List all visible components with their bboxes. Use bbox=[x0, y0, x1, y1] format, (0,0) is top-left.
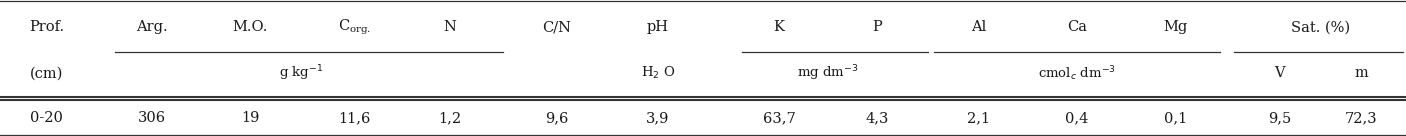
Text: 4,3: 4,3 bbox=[866, 111, 889, 125]
Text: H$_2$ O: H$_2$ O bbox=[641, 65, 675, 81]
Text: N: N bbox=[443, 20, 457, 34]
Text: K: K bbox=[773, 20, 785, 34]
Text: 63,7: 63,7 bbox=[762, 111, 796, 125]
Text: m: m bbox=[1354, 67, 1368, 80]
Text: Al: Al bbox=[972, 20, 986, 34]
Text: 72,3: 72,3 bbox=[1344, 111, 1378, 125]
Text: 11,6: 11,6 bbox=[337, 111, 371, 125]
Text: 0,4: 0,4 bbox=[1066, 111, 1088, 125]
Text: Sat. (%): Sat. (%) bbox=[1291, 20, 1350, 34]
Text: Ca: Ca bbox=[1067, 20, 1087, 34]
Text: Prof.: Prof. bbox=[30, 20, 63, 34]
Text: 3,9: 3,9 bbox=[647, 111, 669, 125]
Text: 0,1: 0,1 bbox=[1164, 111, 1187, 125]
Text: cmol$_c$ dm$^{-3}$: cmol$_c$ dm$^{-3}$ bbox=[1038, 64, 1116, 83]
Text: 306: 306 bbox=[138, 111, 166, 125]
Text: 1,2: 1,2 bbox=[439, 111, 461, 125]
Text: Mg: Mg bbox=[1163, 20, 1188, 34]
Text: M.O.: M.O. bbox=[232, 20, 269, 34]
Text: V: V bbox=[1274, 67, 1285, 80]
Text: 19: 19 bbox=[240, 111, 260, 125]
Text: mg dm$^{-3}$: mg dm$^{-3}$ bbox=[797, 64, 859, 83]
Text: 2,1: 2,1 bbox=[967, 111, 990, 125]
Text: (cm): (cm) bbox=[30, 67, 63, 80]
Text: Arg.: Arg. bbox=[136, 20, 167, 34]
Text: 9,6: 9,6 bbox=[546, 111, 568, 125]
Text: P: P bbox=[873, 20, 882, 34]
Text: 0-20: 0-20 bbox=[30, 111, 63, 125]
Text: C/N: C/N bbox=[543, 20, 571, 34]
Text: g kg$^{-1}$: g kg$^{-1}$ bbox=[278, 64, 323, 83]
Text: C$_{\mathregular{org.}}$: C$_{\mathregular{org.}}$ bbox=[337, 17, 371, 37]
Text: 9,5: 9,5 bbox=[1268, 111, 1291, 125]
Text: pH: pH bbox=[647, 20, 669, 34]
